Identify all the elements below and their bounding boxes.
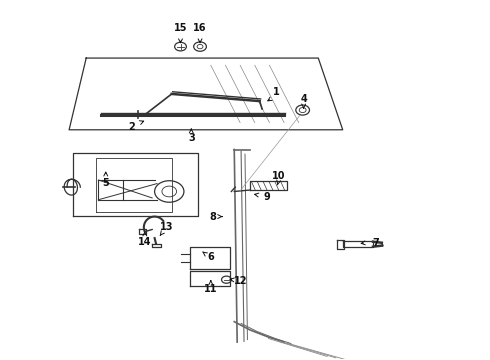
Text: 16: 16 xyxy=(193,23,207,33)
Text: 5: 5 xyxy=(102,178,109,188)
Text: 1: 1 xyxy=(273,87,280,97)
Text: 11: 11 xyxy=(204,284,218,294)
Text: 6: 6 xyxy=(207,252,214,262)
Text: 9: 9 xyxy=(264,192,270,202)
Text: 13: 13 xyxy=(160,222,173,232)
Text: 10: 10 xyxy=(271,171,285,181)
Text: 14: 14 xyxy=(138,237,151,247)
Text: 15: 15 xyxy=(174,23,187,33)
Text: 4: 4 xyxy=(300,94,307,104)
Text: 2: 2 xyxy=(128,122,135,132)
Text: 3: 3 xyxy=(188,133,195,143)
Text: 12: 12 xyxy=(234,276,248,286)
Text: 7: 7 xyxy=(372,238,379,248)
Text: 8: 8 xyxy=(210,212,217,221)
